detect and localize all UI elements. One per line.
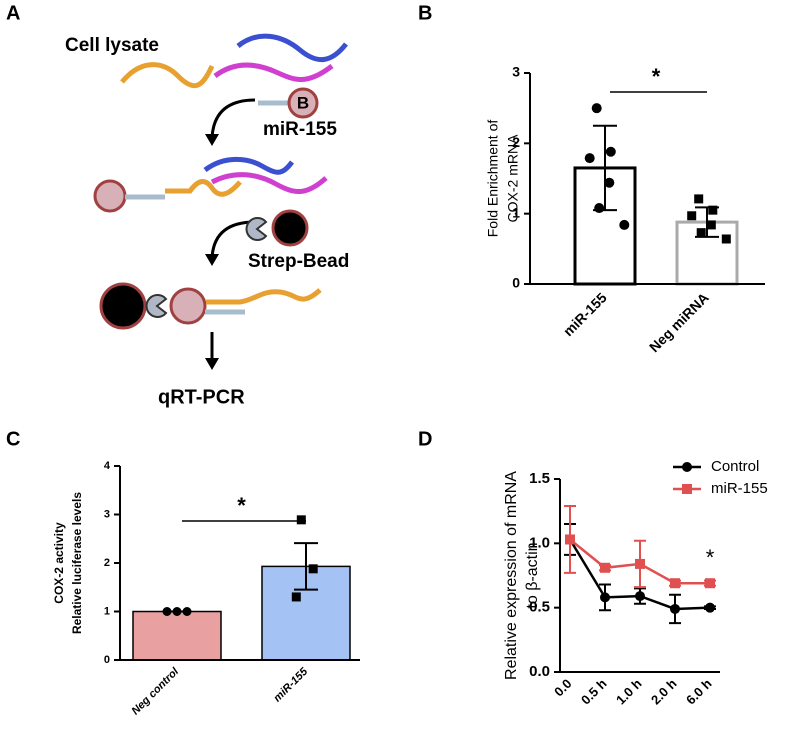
arrowhead <box>205 254 219 266</box>
y-tick-label: 0.5 <box>529 599 550 616</box>
y-axis-label: Fold Enrichment of <box>485 120 501 238</box>
x-tick-label: 1.0 h <box>613 676 645 708</box>
y-tick-label: 0 <box>104 654 110 666</box>
data-point <box>291 592 301 602</box>
x-tick-label: 6.0 h <box>683 676 715 708</box>
x-tick-label: Neg control <box>129 665 181 717</box>
data-point <box>705 578 715 589</box>
x-tick-label: miR-155 <box>560 289 610 339</box>
panel-label: A <box>6 2 20 24</box>
data-point <box>172 607 182 616</box>
panel-label: B <box>418 2 432 24</box>
diagram: Cell lysate B miR-155 Strep-Bead qRT-PCR <box>65 33 349 408</box>
x-tick-label: 0.0 <box>551 676 574 699</box>
y-tick-label: 3 <box>104 508 110 520</box>
y-tick-label: 4 <box>104 460 111 472</box>
diagram-label: Strep-Bead <box>248 251 349 272</box>
data-point <box>584 153 595 164</box>
rna-strand <box>213 62 334 82</box>
data-point <box>635 558 645 569</box>
arrow <box>210 98 256 139</box>
y-tick-label: 1 <box>104 605 110 617</box>
x-tick-label: 2.0 h <box>648 676 680 708</box>
streptavidin <box>145 294 168 318</box>
biotin <box>93 179 127 213</box>
data-point <box>682 462 692 472</box>
data-point <box>604 177 615 188</box>
biotin <box>169 287 207 325</box>
annotation: * <box>706 545 715 570</box>
rna-strand <box>236 33 348 62</box>
data-point <box>721 234 731 244</box>
data-point <box>696 228 706 238</box>
y-tick-label: 0.0 <box>529 663 550 680</box>
diagram-label: Cell lysate <box>65 35 159 56</box>
error-bar <box>294 542 318 591</box>
y-tick-label: 1.0 <box>529 534 550 551</box>
rna-strand <box>165 179 242 197</box>
data-point <box>670 603 680 614</box>
y-axis-label: COX-2 activity <box>52 522 66 604</box>
arrowhead <box>205 358 219 370</box>
data-point <box>670 578 680 589</box>
y-tick-label: 3 <box>512 64 520 80</box>
data-point <box>682 484 692 494</box>
bead <box>99 282 147 330</box>
rna-strand <box>203 156 295 175</box>
x-tick-label: Neg miRNA <box>646 289 712 355</box>
x-tick-label: miR-155 <box>271 665 310 704</box>
data-point <box>565 534 575 545</box>
data-point <box>308 564 318 574</box>
legend-label: Control <box>711 458 759 475</box>
y-axis-label: Relative luciferase levels <box>70 492 84 634</box>
y-tick-label: 0 <box>512 275 520 291</box>
data-point <box>706 220 716 230</box>
data-point <box>705 602 715 613</box>
rna-strand <box>210 172 328 194</box>
y-axis-label: to β-actin <box>524 542 541 608</box>
y-tick-label: 2 <box>104 557 110 569</box>
legend-label: miR-155 <box>711 480 768 497</box>
data-point <box>635 591 645 602</box>
arrowhead <box>205 134 219 146</box>
y-axis-label: Relative expression of mRNA <box>503 471 520 680</box>
y-tick-label: 2 <box>512 134 520 150</box>
data-point <box>591 103 602 114</box>
y-tick-label: 1.5 <box>529 470 550 487</box>
diagram-label: miR-155 <box>263 119 337 140</box>
x-tick-label: 0.5 h <box>578 676 610 708</box>
data-point <box>605 146 616 157</box>
data-point <box>600 592 610 603</box>
data-point <box>708 205 718 215</box>
data-point <box>182 607 192 616</box>
data-point <box>600 562 610 573</box>
bead <box>271 209 309 247</box>
data-point <box>296 515 306 525</box>
panel-label: C <box>6 428 20 450</box>
diagram-label: qRT-PCR <box>158 386 245 408</box>
y-tick-label: 1 <box>512 204 520 220</box>
significance: * <box>237 493 246 518</box>
data-point <box>619 219 630 230</box>
streptavidin <box>245 217 268 241</box>
diagram-label: B <box>297 93 309 112</box>
rna-strand <box>120 62 215 89</box>
data-point <box>162 607 172 616</box>
data-point <box>694 194 704 204</box>
rna-strand <box>206 288 322 305</box>
panel-label: D <box>418 428 432 450</box>
bar <box>132 610 222 661</box>
data-point <box>594 203 605 214</box>
data-point <box>687 211 697 221</box>
y-axis-label: COX-2 mRNA <box>505 134 521 223</box>
biotin <box>287 87 319 119</box>
significance: * <box>652 64 661 89</box>
